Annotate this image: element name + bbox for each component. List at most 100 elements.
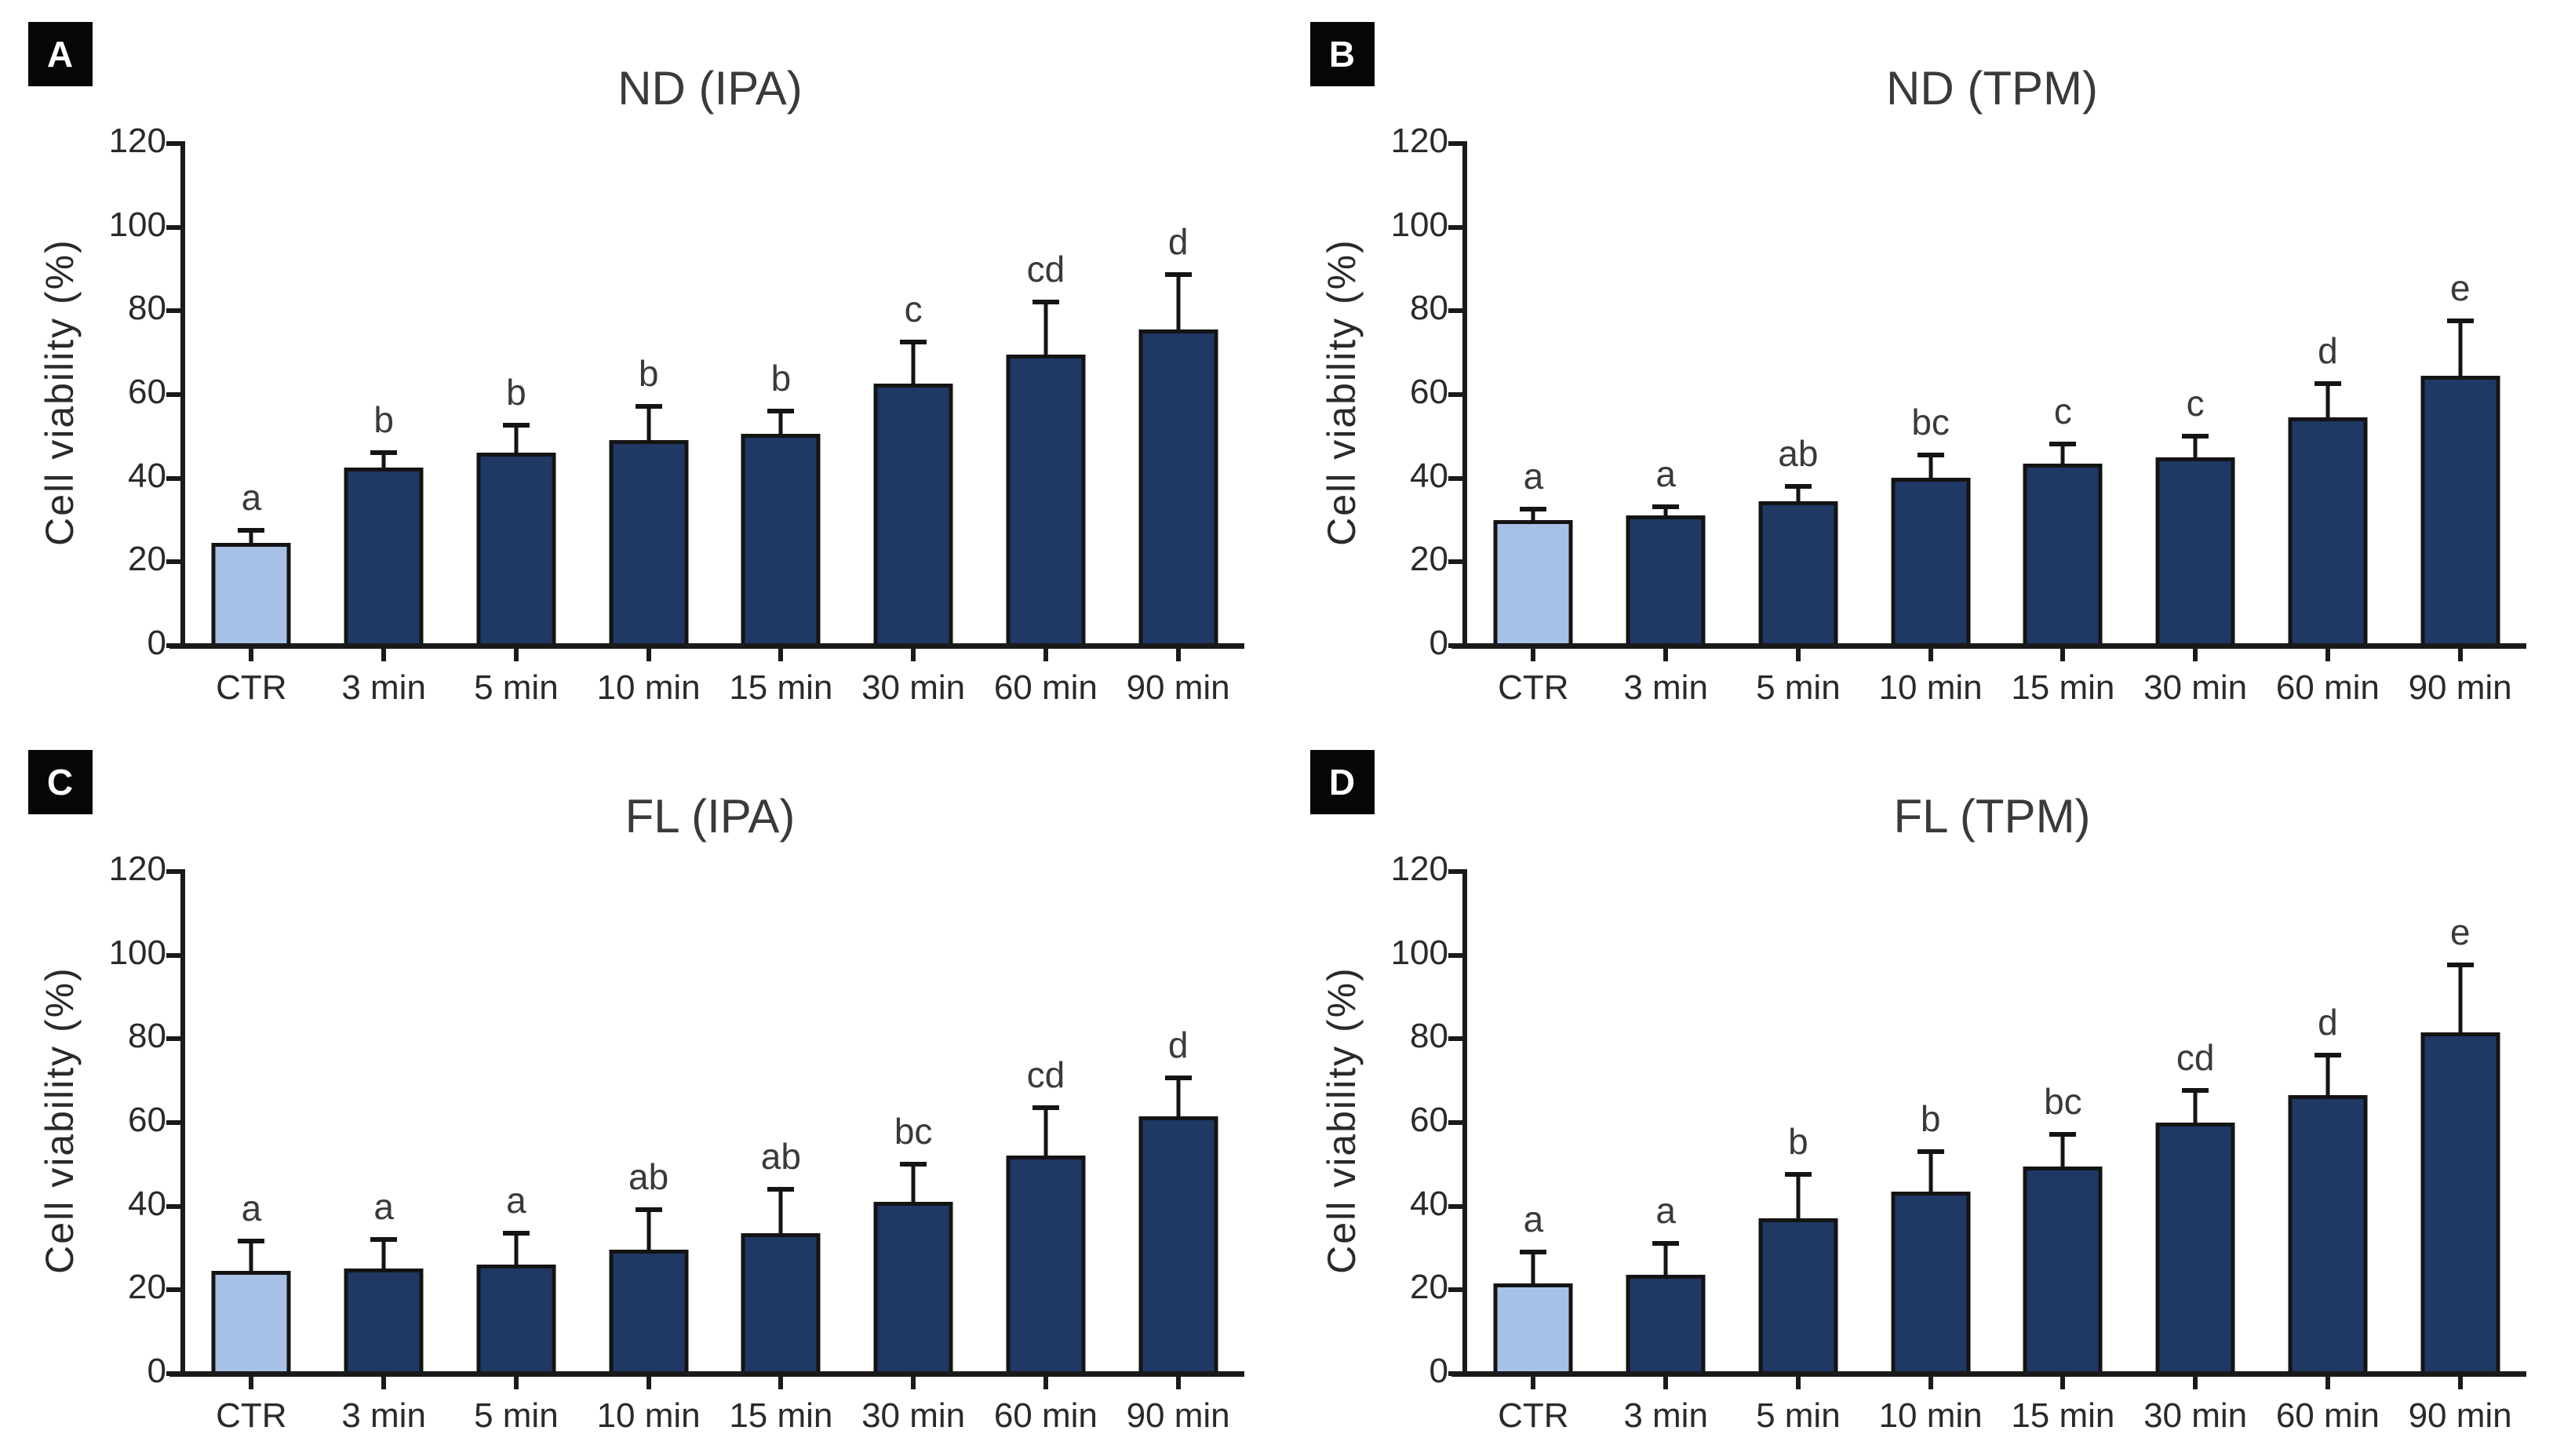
error-bar-stem: [249, 532, 253, 544]
significance-letter: bc: [894, 1110, 933, 1152]
y-tick-label: 60: [128, 373, 166, 411]
error-bar-stem: [646, 1212, 651, 1252]
y-axis-tick: [166, 308, 180, 314]
significance-letter: d: [2318, 330, 2338, 371]
error-bar-stem: [778, 413, 783, 436]
y-axis-tick: [166, 952, 180, 958]
significance-letter: bc: [2044, 1081, 2082, 1123]
significance-letter: b: [373, 399, 394, 440]
x-axis-tick: [778, 649, 784, 661]
x-tick-label: 60 min: [993, 1396, 1098, 1435]
y-axis-tick: [166, 559, 180, 565]
x-axis-tick: [2060, 1377, 2066, 1389]
bar-control: [211, 1271, 291, 1371]
error-bar-stem: [1663, 509, 1668, 518]
x-axis-tick: [381, 649, 387, 661]
x-tick-label: 5 min: [474, 668, 559, 707]
chart-title: ND (TPM): [1886, 62, 2098, 115]
y-tick-label: 60: [1410, 373, 1448, 411]
y-tick-label: 0: [147, 1352, 166, 1390]
bar-treatment: [2155, 457, 2235, 643]
y-tick-label: 40: [1410, 456, 1448, 495]
bar-control: [1493, 1283, 1573, 1371]
x-axis-tick: [646, 1377, 651, 1389]
x-tick-label: 60 min: [993, 668, 1098, 707]
y-axis-tick: [166, 869, 180, 874]
chart-title: FL (IPA): [625, 790, 796, 843]
bar-treatment: [2420, 1032, 2500, 1371]
error-bar-stem: [646, 409, 651, 442]
bar-treatment: [1891, 1191, 1971, 1371]
error-bar-cap: [370, 1236, 398, 1242]
x-axis-tick: [1663, 649, 1669, 661]
x-tick-label: 3 min: [1623, 1396, 1708, 1435]
bar-treatment: [344, 468, 424, 643]
x-tick-label: 90 min: [2408, 1396, 2512, 1435]
x-axis-tick: [646, 649, 651, 661]
y-tick-label: 100: [1390, 205, 1448, 244]
x-axis-tick: [1175, 649, 1181, 661]
significance-letter: ab: [760, 1135, 801, 1177]
significance-letter: a: [506, 1179, 526, 1221]
x-axis-tick: [1795, 1377, 1801, 1389]
significance-letter: cd: [2176, 1037, 2215, 1079]
panel-a: A ND (IPA) Cell viability (%) 0 20 40 60 80 1…: [0, 0, 1282, 728]
panel-label-badge: C: [28, 750, 93, 814]
significance-letter: cd: [1026, 249, 1065, 289]
error-bar-cap: [370, 450, 398, 455]
bar-treatment: [873, 1202, 953, 1371]
y-axis-tick: [1448, 1036, 1462, 1042]
error-bar-stem: [249, 1243, 253, 1272]
x-axis-tick: [2060, 649, 2066, 661]
significance-letter: a: [1655, 453, 1676, 495]
plot-area: 0 20 40 60 80 100 120 CTR a 3 min a 5 min a 10 min ab 1…: [109, 850, 1244, 1435]
error-bar-stem: [1796, 488, 1801, 503]
significance-letter: d: [2318, 1002, 2338, 1043]
x-axis-tick: [778, 1377, 784, 1389]
y-axis-tick: [1448, 308, 1462, 314]
error-bar-stem: [911, 344, 916, 386]
y-tick-label: 100: [108, 933, 166, 972]
error-bar-stem: [1531, 511, 1535, 522]
y-tick-label: 40: [1410, 1184, 1448, 1223]
bar-treatment: [873, 384, 953, 643]
y-axis-tick: [166, 475, 180, 481]
error-bar-stem: [381, 1241, 386, 1271]
y-tick-label: 120: [108, 850, 166, 888]
x-tick-label: 10 min: [1878, 1396, 1983, 1435]
x-axis-tick: [1531, 649, 1536, 661]
x-tick-label: 3 min: [341, 1396, 426, 1435]
error-bar-stem: [514, 428, 519, 455]
x-axis-tick: [513, 649, 519, 661]
y-tick-label: 40: [128, 456, 166, 495]
error-bar-cap: [502, 1230, 530, 1236]
error-bar-cap: [1032, 1105, 1059, 1110]
significance-letter: bc: [1911, 401, 1950, 442]
x-axis-tick: [2193, 1377, 2198, 1389]
error-bar-stem: [2060, 1137, 2065, 1168]
error-bar-cap: [900, 1161, 927, 1167]
x-axis-tick: [2325, 1377, 2330, 1389]
bar-treatment: [1626, 515, 1706, 643]
significance-letter: b: [506, 372, 526, 413]
error-bar-cap: [635, 1207, 662, 1213]
x-axis-tick: [1043, 649, 1048, 661]
error-bar-stem: [1531, 1254, 1535, 1285]
x-tick-label: 15 min: [729, 668, 833, 707]
x-axis-tick: [513, 1377, 519, 1389]
error-bar-cap: [2182, 1088, 2209, 1094]
error-bar-stem: [1928, 1153, 1933, 1193]
x-tick-label: CTR: [216, 1396, 287, 1435]
error-bar-cap: [2182, 433, 2209, 439]
panel-label-badge: A: [28, 22, 93, 86]
x-tick-label: 5 min: [1756, 668, 1841, 707]
error-bar-stem: [911, 1166, 916, 1203]
error-bar-stem: [1663, 1246, 1668, 1277]
error-bar-cap: [1784, 1172, 1812, 1177]
y-tick-label: 20: [1410, 1268, 1448, 1307]
bar-treatment: [1626, 1275, 1706, 1371]
x-axis-tick: [911, 1377, 916, 1389]
x-axis-tick: [2457, 649, 2463, 661]
y-tick-label: 100: [1390, 933, 1448, 972]
bar-treatment: [2288, 417, 2368, 643]
